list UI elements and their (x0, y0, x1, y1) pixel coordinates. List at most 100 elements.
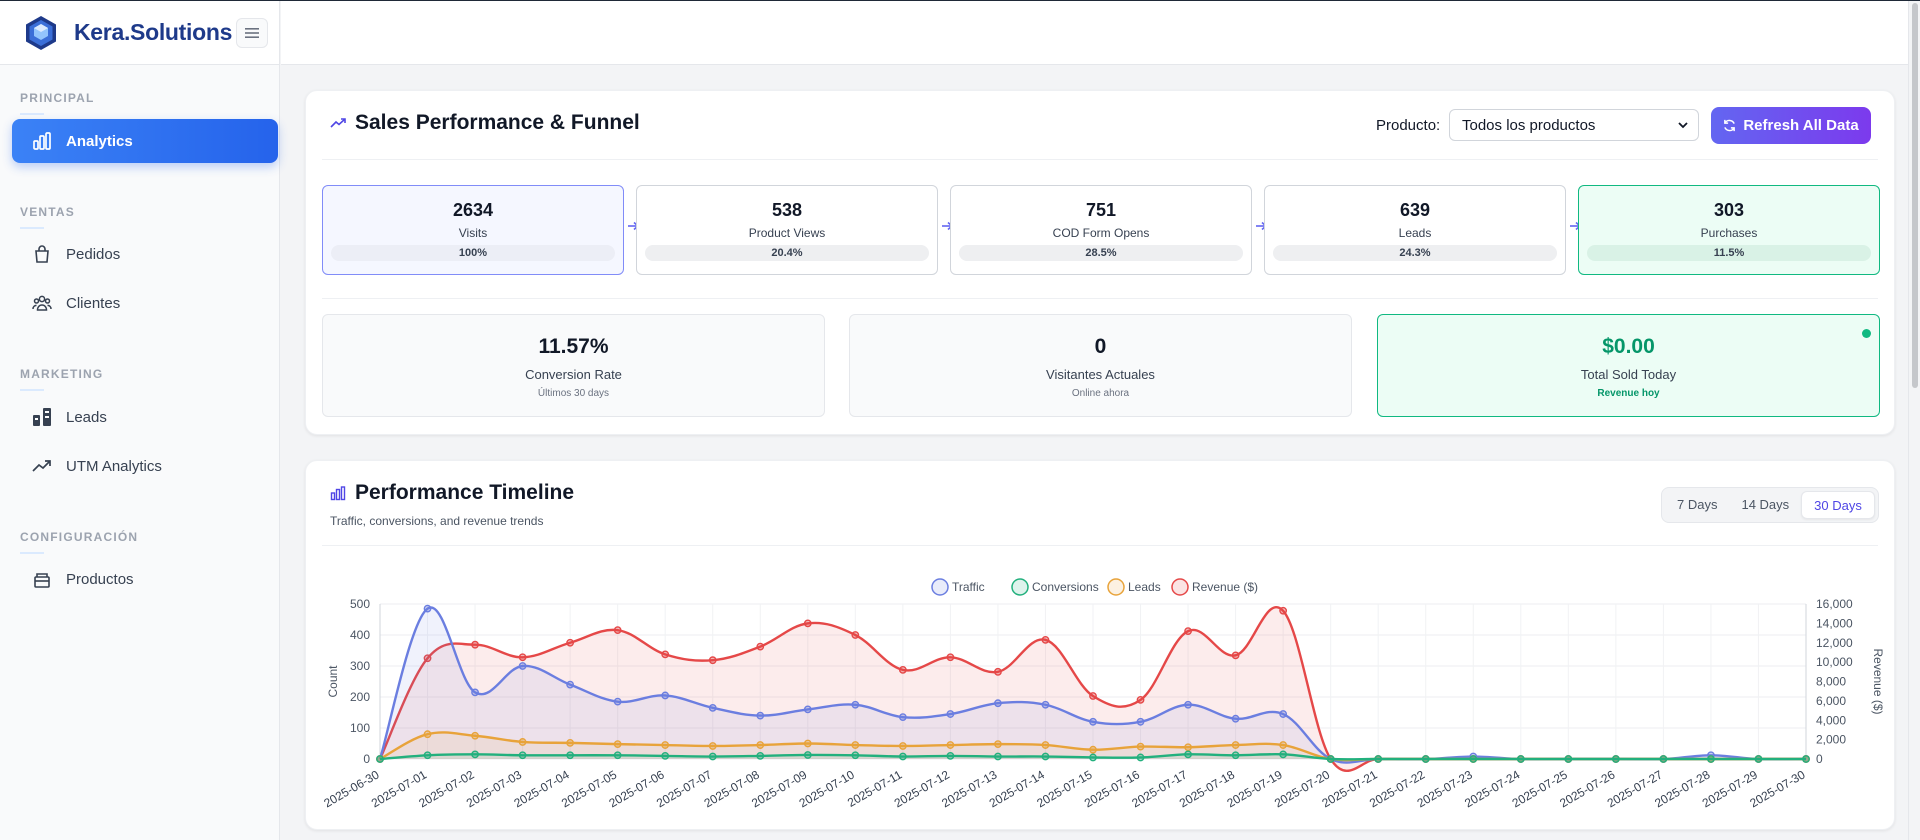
kpi-label: Conversion Rate (525, 367, 622, 382)
data-point-traffic (946, 710, 955, 718)
data-point-leads (1279, 741, 1288, 749)
y-axis-title: Count (326, 665, 340, 698)
data-point-conversions (1516, 755, 1525, 763)
series-area-conversions (380, 754, 1806, 760)
sidebar-item-analytics[interactable]: Analytics (12, 119, 278, 163)
data-point-revenue (1136, 696, 1145, 704)
product-label: Producto: (1376, 117, 1441, 134)
top-bar (281, 1, 1920, 65)
sidebar-item-clientes[interactable]: Clientes (12, 281, 278, 325)
range-30-days-button[interactable]: 30 Days (1801, 491, 1875, 519)
funnel-value: 2634 (452, 200, 494, 220)
kpi-sub: Revenue hoy (1597, 388, 1660, 399)
product-select[interactable]: Todos los productos (1449, 109, 1699, 141)
data-point-conversions (1326, 755, 1335, 763)
data-point-conversions (756, 751, 765, 760)
data-point-revenue (803, 619, 812, 628)
funnel-value: 639 (1399, 200, 1431, 220)
data-point-traffic (661, 691, 670, 700)
chevron-down-icon (1678, 122, 1688, 129)
funnel-value: 751 (1085, 200, 1117, 220)
menu-toggle-button[interactable] (236, 17, 269, 48)
sidebar-item-label: Analytics (66, 132, 133, 150)
sidebar-item-label: Leads (66, 408, 107, 426)
y2-tick-label: 8,000 (1816, 675, 1846, 689)
legend-label-traffic: Traffic (952, 580, 985, 594)
data-point-revenue (756, 642, 765, 651)
funnel-label: Purchases (1700, 226, 1758, 240)
data-point-revenue (1089, 692, 1097, 700)
data-point-conversions (1611, 755, 1620, 763)
kpi-value: 0 (1094, 335, 1107, 358)
data-point-revenue (566, 638, 575, 647)
series-line-conversions (379, 752, 1806, 761)
sidebar-item-pedidos[interactable]: Pedidos (12, 232, 278, 276)
legend-label-revenue: Revenue ($) (1192, 580, 1258, 594)
sidebar-item-utm-analytics[interactable]: UTM Analytics (12, 444, 278, 488)
range-14-days-button[interactable]: 14 Days (1741, 497, 1790, 512)
hamburger-icon (245, 27, 260, 38)
y2-tick-label: 10,000 (1816, 655, 1853, 669)
y2-tick-label: 4,000 (1816, 713, 1846, 727)
data-point-leads (423, 730, 432, 739)
series-area-traffic (380, 607, 1806, 763)
data-point-leads (756, 741, 765, 749)
data-point-revenue (851, 631, 860, 639)
refresh-label: Refresh All Data (1743, 117, 1859, 134)
sidebar: Kera.Solutions PRINCIPAL Analytics VENTA… (0, 1, 280, 840)
data-point-conversions (1659, 755, 1668, 763)
section-title-marketing: MARKETING (0, 367, 103, 391)
timeline-title: Performance Timeline (330, 481, 574, 505)
range-toggle: 7 Days 14 Days 30 Days (1661, 487, 1879, 523)
data-point-traffic (851, 700, 860, 709)
data-point-leads (566, 738, 575, 747)
data-point-conversions (518, 751, 527, 760)
data-point-traffic (518, 662, 527, 670)
scrollbar-thumb[interactable] (1912, 3, 1918, 388)
funnel-step-purchases: 303 Purchases 11.5% (1578, 185, 1880, 275)
sidebar-item-label: Pedidos (66, 245, 121, 263)
data-point-conversions (1802, 755, 1810, 763)
series-area-leads (380, 732, 1806, 761)
data-point-conversions (803, 751, 812, 759)
kpi-sub: Últimos 30 days (537, 388, 610, 399)
data-point-conversions (898, 752, 907, 761)
data-point-revenue (1184, 627, 1192, 636)
funnel-step-cod-form-opens: 751 COD Form Opens 28.5% (950, 185, 1252, 275)
refresh-icon (1724, 119, 1736, 132)
funnel-label: Product Views (748, 226, 826, 240)
data-point-leads (613, 740, 622, 749)
data-point-conversions (1279, 750, 1288, 759)
sidebar-item-leads[interactable]: Leads (12, 395, 278, 439)
page-scrollbar[interactable] (1908, 1, 1920, 840)
funnel-label: COD Form Opens (1052, 226, 1150, 240)
data-point-conversions (1136, 753, 1145, 762)
divider (322, 159, 1878, 160)
product-select-value: Todos los productos (1462, 116, 1596, 134)
y-tick-label: 400 (350, 628, 370, 642)
refresh-all-button[interactable]: Refresh All Data (1711, 107, 1871, 144)
funnel-value: 303 (1713, 200, 1745, 220)
legend-label-conversions: Conversions (1032, 580, 1099, 594)
data-point-traffic (423, 604, 432, 613)
timeline-title-text: Performance Timeline (355, 481, 575, 504)
sales-performance-card: Sales Performance & Funnel Producto: Tod… (305, 90, 1895, 435)
brand-name: Kera.Solutions (74, 19, 233, 45)
data-point-traffic (1136, 717, 1145, 726)
data-point-conversions (708, 752, 717, 761)
sales-title-text: Sales Performance & Funnel (355, 111, 640, 134)
y2-tick-label: 12,000 (1816, 636, 1853, 650)
timeline-chart: 500 400 300 200 100 0 16,000 14,000 12,000 10,000… (321, 578, 1885, 810)
data-point-revenue (1041, 635, 1050, 644)
leads-icon (33, 408, 51, 426)
data-point-conversions (566, 751, 575, 760)
y2-tick-label: 16,000 (1816, 597, 1853, 611)
bar-chart-icon (33, 132, 51, 150)
data-point-conversions (376, 755, 384, 763)
range-7-days-button[interactable]: 7 Days (1677, 497, 1718, 512)
funnel-percent: 11.5% (1587, 245, 1871, 261)
sidebar-item-productos[interactable]: Productos (12, 557, 278, 601)
data-point-traffic (756, 711, 765, 720)
kpi-total-sold-today: $0.00 Total Sold Today Revenue hoy (1377, 314, 1880, 417)
section-title-principal: PRINCIPAL (0, 91, 95, 115)
